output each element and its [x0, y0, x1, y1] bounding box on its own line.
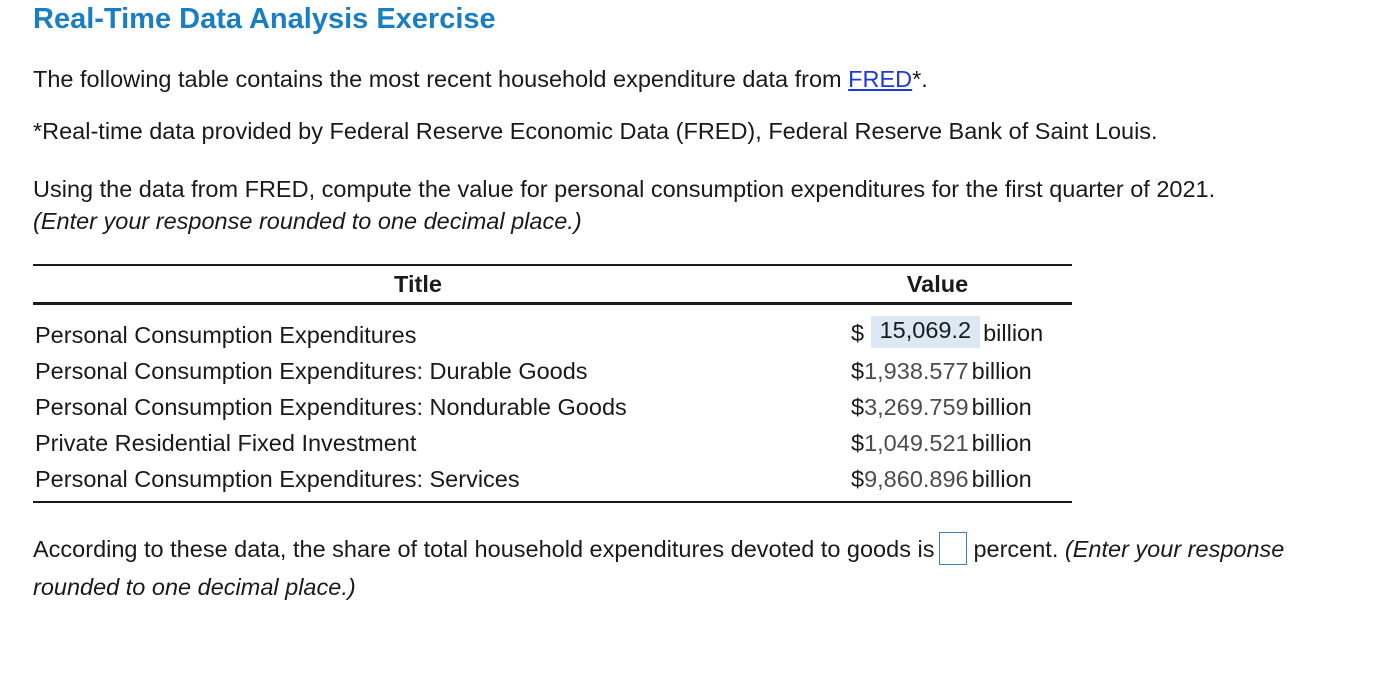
unit-label: billion [971, 429, 1032, 456]
table-row: Personal Consumption Expenditures: Servi… [33, 461, 1072, 503]
value-number: 9,860.896 [864, 465, 969, 492]
unit-label: billion [983, 320, 1044, 346]
table-row: Private Residential Fixed Investment $1,… [33, 425, 1072, 461]
column-header-title: Title [33, 264, 803, 305]
value-number: 3,269.759 [864, 393, 969, 420]
intro-after: *. [912, 66, 928, 92]
intro-text: The following table contains the most re… [33, 66, 928, 93]
row-value: $9,860.896 billion [803, 461, 1072, 503]
table-header-row: Title Value [33, 264, 1072, 305]
share-text-before: According to these data, the share of to… [33, 536, 935, 562]
pce-answer-field[interactable]: 15,069.2 [870, 316, 981, 348]
expenditure-table: Title Value Personal Consumption Expendi… [33, 264, 1072, 503]
row-label: Personal Consumption Expenditures: Servi… [33, 461, 803, 503]
share-question: According to these data, the share of to… [33, 530, 1353, 606]
value-number: 1,938.577 [864, 357, 969, 384]
row-label: Personal Consumption Expenditures: Durab… [35, 357, 588, 384]
row-value: $ 15,069.2 billion [803, 304, 1072, 354]
row-value: $1,938.577 billion [803, 353, 1072, 389]
row-value: $1,049.521 billion [803, 425, 1072, 461]
dollar-sign: $ [851, 320, 865, 346]
intro-before: The following table contains the most re… [33, 66, 849, 92]
dollar-sign: $ [851, 465, 865, 492]
share-hint: (Enter your response rounded to one deci… [33, 536, 1285, 600]
row-label: Private Residential Fixed Investment [35, 429, 417, 456]
footnote: *Real-time data provided by Federal Rese… [33, 118, 1158, 144]
table-row: Personal Consumption Expenditures: Nondu… [33, 389, 1072, 425]
unit-label: billion [971, 357, 1032, 384]
goods-share-input[interactable] [939, 532, 968, 566]
question-text: Using the data from FRED, compute the va… [33, 176, 1216, 202]
table-row: Personal Consumption Expenditures: Durab… [33, 353, 1072, 389]
fred-link[interactable]: FRED [848, 66, 913, 92]
dollar-sign: $ [851, 393, 865, 420]
question-hint: (Enter your response rounded to one deci… [33, 208, 582, 234]
share-text-after: percent. [973, 536, 1059, 562]
row-label: Personal Consumption Expenditures: Nondu… [35, 393, 627, 420]
column-header-value: Value [803, 264, 1072, 305]
row-value: $3,269.759 billion [803, 389, 1072, 425]
row-label: Personal Consumption Expenditures [35, 321, 417, 348]
table-row: Personal Consumption Expenditures $ 15,0… [33, 304, 1072, 354]
value-number: 1,049.521 [864, 429, 969, 456]
dollar-sign: $ [851, 357, 865, 384]
unit-label: billion [971, 393, 1032, 420]
page-title: Real-Time Data Analysis Exercise [33, 3, 496, 35]
unit-label: billion [971, 465, 1032, 492]
dollar-sign: $ [851, 429, 865, 456]
